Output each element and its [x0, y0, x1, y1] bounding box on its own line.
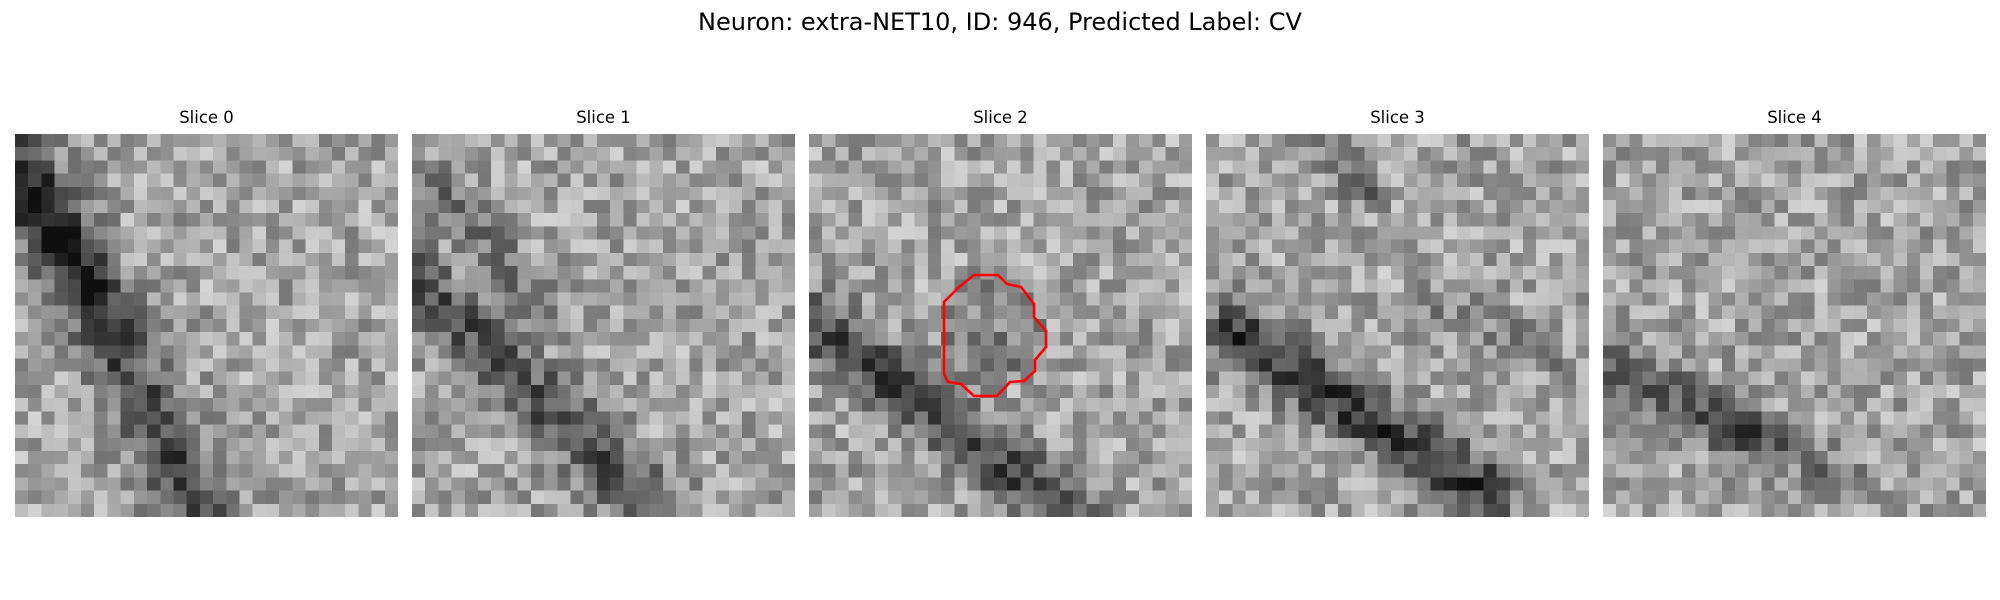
slice-title: Slice 2 [973, 108, 1028, 127]
synapse-contour [942, 273, 1048, 398]
slice-image-canvas [412, 134, 795, 517]
slice-image-canvas [1603, 134, 1986, 517]
slice-image-canvas [1206, 134, 1589, 517]
contour-overlay [942, 273, 1048, 398]
slice-title: Slice 1 [576, 108, 631, 127]
slice-title: Slice 4 [1767, 108, 1822, 127]
slice-image-canvas [15, 134, 398, 517]
slice-image [412, 134, 795, 517]
figure-title: Neuron: extra-NET10, ID: 946, Predicted … [698, 8, 1302, 36]
slice-image [1206, 134, 1589, 517]
slice-title: Slice 3 [1370, 108, 1425, 127]
slice-image [809, 134, 1192, 517]
slice-image-canvas [809, 134, 1192, 517]
slice-image [15, 134, 398, 517]
slice-image [1603, 134, 1986, 517]
slice-title: Slice 0 [179, 108, 234, 127]
